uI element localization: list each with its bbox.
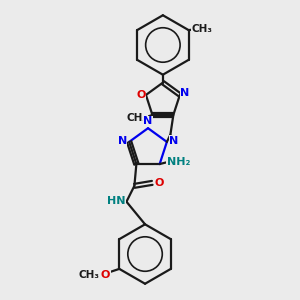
Text: CH₃: CH₃	[126, 113, 147, 123]
Text: N: N	[143, 116, 153, 126]
Text: NH₂: NH₂	[167, 157, 190, 167]
Text: CH₃: CH₃	[192, 24, 213, 34]
Text: N: N	[169, 136, 178, 146]
Text: N: N	[180, 88, 189, 98]
Text: O: O	[136, 90, 146, 100]
Text: HN: HN	[107, 196, 126, 206]
Text: O: O	[101, 270, 110, 280]
Text: O: O	[154, 178, 164, 188]
Text: N: N	[118, 136, 127, 146]
Text: CH₃: CH₃	[78, 270, 99, 280]
